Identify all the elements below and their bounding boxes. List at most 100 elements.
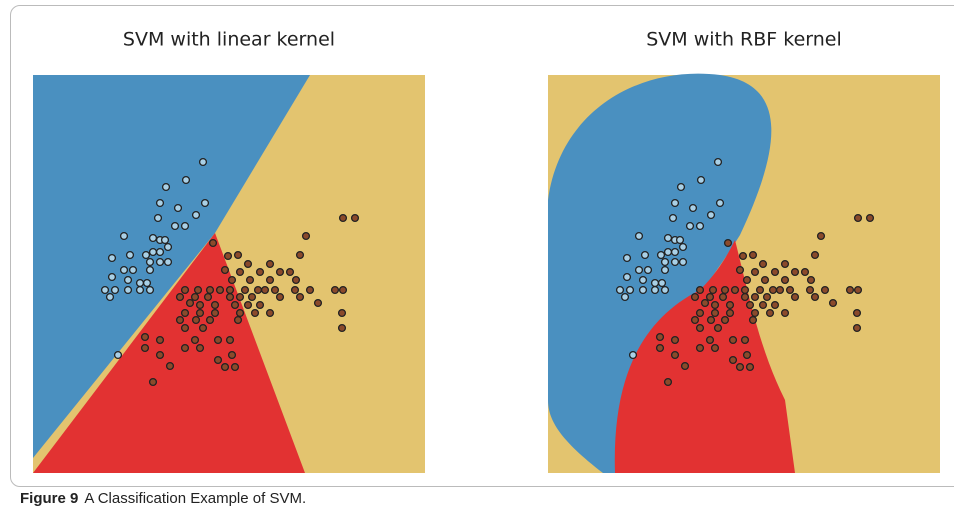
point xyxy=(270,285,280,295)
point xyxy=(810,292,820,302)
point xyxy=(160,235,170,245)
point xyxy=(225,285,235,295)
figure-frame xyxy=(10,5,954,487)
point xyxy=(203,292,213,302)
point xyxy=(163,257,173,267)
point xyxy=(695,323,705,333)
point xyxy=(852,323,862,333)
point xyxy=(678,242,688,252)
point xyxy=(663,247,673,257)
chart-title: SVM with RBF kernel xyxy=(646,29,842,51)
point xyxy=(790,267,800,277)
point xyxy=(265,259,275,269)
point xyxy=(655,332,665,342)
point xyxy=(350,213,360,223)
point xyxy=(820,285,830,295)
point xyxy=(255,300,265,310)
point xyxy=(640,250,650,260)
point xyxy=(730,285,740,295)
point xyxy=(275,292,285,302)
point xyxy=(275,267,285,277)
point xyxy=(213,355,223,365)
point xyxy=(113,350,123,360)
point xyxy=(695,308,705,318)
point xyxy=(705,292,715,302)
point xyxy=(291,275,301,285)
point xyxy=(865,213,875,223)
point xyxy=(695,285,705,295)
point xyxy=(148,377,158,387)
point xyxy=(200,198,210,208)
point xyxy=(190,292,200,302)
point xyxy=(243,300,253,310)
point xyxy=(233,315,243,325)
point xyxy=(663,233,673,243)
point xyxy=(105,292,115,302)
point xyxy=(305,285,315,295)
point xyxy=(175,292,185,302)
point xyxy=(657,278,667,288)
point xyxy=(213,335,223,345)
point xyxy=(245,275,255,285)
point xyxy=(141,250,151,260)
point xyxy=(313,298,323,308)
point xyxy=(145,257,155,267)
point xyxy=(735,362,745,372)
point xyxy=(153,213,163,223)
point xyxy=(723,238,733,248)
point xyxy=(655,343,665,353)
point xyxy=(750,267,760,277)
point xyxy=(742,350,752,360)
point xyxy=(220,265,230,275)
point xyxy=(163,242,173,252)
point xyxy=(780,308,790,318)
point xyxy=(195,343,205,353)
point xyxy=(155,198,165,208)
point xyxy=(148,233,158,243)
point xyxy=(745,300,755,310)
linear-regions xyxy=(33,75,425,473)
point xyxy=(670,335,680,345)
point xyxy=(123,285,133,295)
point xyxy=(208,238,218,248)
point xyxy=(140,343,150,353)
point xyxy=(760,275,770,285)
point xyxy=(650,278,660,288)
point xyxy=(301,231,311,241)
point xyxy=(700,298,710,308)
point xyxy=(770,267,780,277)
point xyxy=(622,272,632,282)
point xyxy=(620,292,630,302)
point xyxy=(678,257,688,267)
point xyxy=(295,292,305,302)
point xyxy=(688,203,698,213)
region xyxy=(33,75,310,458)
point xyxy=(230,300,240,310)
caption: Figure 9 A Classification Example of SVM. xyxy=(20,490,306,507)
point xyxy=(180,308,190,318)
point xyxy=(107,272,117,282)
point xyxy=(135,285,145,295)
point xyxy=(670,257,680,267)
point xyxy=(260,285,270,295)
point xyxy=(255,267,265,277)
figure: SVM with linear kernel SVM with RBF kerne… xyxy=(33,29,940,473)
point xyxy=(253,285,263,295)
point xyxy=(250,308,260,318)
point xyxy=(180,323,190,333)
point xyxy=(845,285,855,295)
rbf-regions xyxy=(548,73,940,473)
point xyxy=(634,231,644,241)
point xyxy=(198,323,208,333)
point xyxy=(670,247,680,257)
point xyxy=(243,259,253,269)
point xyxy=(670,350,680,360)
point xyxy=(235,292,245,302)
point xyxy=(240,285,250,295)
point xyxy=(680,361,690,371)
point xyxy=(225,292,235,302)
point xyxy=(135,278,145,288)
point xyxy=(100,285,110,295)
point xyxy=(235,308,245,318)
point xyxy=(758,300,768,310)
